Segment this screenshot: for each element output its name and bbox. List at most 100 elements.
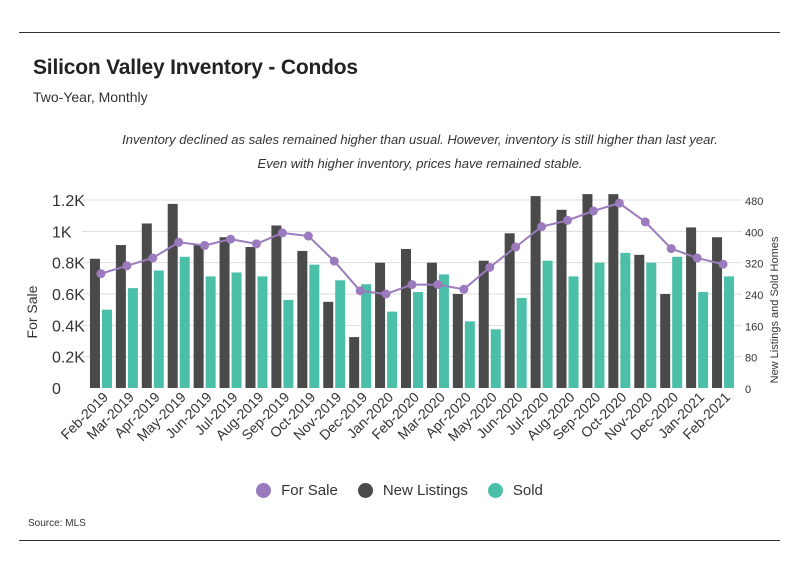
bar-new-listings: [245, 247, 256, 388]
bar-sold: [542, 260, 553, 388]
left-tick-label: 0: [52, 381, 61, 398]
bar-sold: [309, 264, 320, 388]
bars: [89, 194, 735, 388]
bar-new-listings: [478, 260, 489, 388]
bar-new-listings: [323, 301, 334, 388]
bar-new-listings: [530, 196, 541, 388]
bar-sold: [153, 270, 164, 388]
bar-new-listings: [426, 262, 437, 388]
bar-new-listings: [167, 203, 178, 388]
bar-sold: [672, 256, 683, 388]
bar-sold: [387, 311, 398, 388]
bar-new-listings: [271, 225, 282, 388]
bar-new-listings: [193, 245, 204, 388]
bar-sold: [620, 252, 631, 388]
bar-new-listings: [349, 337, 360, 388]
bar-sold: [594, 262, 605, 388]
for-sale-point: [459, 284, 469, 294]
legend-label-sold: Sold: [512, 482, 543, 499]
for-sale-point: [485, 262, 495, 272]
for-sale-point: [718, 259, 728, 269]
chart-annotation: Inventory declined as sales remained hig…: [122, 132, 718, 171]
for-sale-point: [407, 280, 417, 290]
bar-new-listings: [89, 258, 100, 388]
source-note: Source: MLS: [28, 518, 86, 529]
chart-subtitle: Two-Year, Monthly: [33, 89, 148, 105]
for-sale-point: [122, 261, 132, 271]
right-tick-label: 480: [745, 196, 763, 208]
for-sale-point: [303, 231, 313, 241]
bar-new-listings: [141, 223, 152, 388]
left-tick-label: 0.6K: [52, 287, 85, 304]
bar-sold: [231, 272, 242, 388]
bar-new-listings: [634, 254, 645, 388]
legend: For Sale New Listings Sold: [0, 482, 799, 499]
bar-sold: [205, 276, 216, 388]
for-sale-point: [614, 198, 624, 208]
bar-sold: [101, 309, 112, 388]
y-axis-label-right: New Listings and Sold Homes: [769, 236, 781, 383]
bar-sold: [490, 329, 501, 388]
for-sale-point: [355, 286, 365, 296]
legend-item-for-sale[interactable]: For Sale: [256, 482, 338, 499]
for-sale-point: [381, 289, 391, 299]
for-sale-point: [148, 253, 158, 263]
for-sale-point: [511, 242, 521, 252]
left-tick-label: 0.2K: [52, 350, 85, 367]
bar-sold: [724, 276, 735, 388]
legend-item-new-listings[interactable]: New Listings: [357, 482, 468, 499]
left-tick-label: 1.2K: [52, 193, 85, 210]
bar-new-listings: [219, 237, 230, 388]
for-sale-line: [96, 198, 728, 299]
bar-sold: [283, 299, 294, 388]
right-tick-label: 80: [745, 353, 757, 365]
right-tick-label: 320: [745, 259, 763, 271]
bar-sold: [516, 297, 527, 388]
right-tick-label: 160: [745, 321, 763, 333]
bar-sold: [257, 276, 268, 388]
for-sale-point: [640, 217, 650, 227]
right-tick-label: 240: [745, 290, 763, 302]
bar-new-listings: [504, 233, 515, 388]
for-sale-point: [563, 215, 573, 225]
bar-sold: [127, 288, 138, 388]
top-rule: [19, 32, 780, 33]
bar-new-listings: [556, 209, 567, 388]
x-axis: Feb-2019Mar-2019Apr-2019May-2019Jun-2019…: [57, 389, 733, 444]
legend-swatch-sold: [487, 483, 503, 498]
legend-label-new-listings: New Listings: [382, 482, 468, 499]
for-sale-point: [588, 206, 598, 216]
for-sale-point: [277, 228, 287, 238]
bottom-rule: [19, 540, 780, 541]
for-sale-point: [666, 244, 676, 254]
for-sale-point: [537, 222, 547, 232]
bar-sold: [698, 292, 709, 388]
bar-new-listings: [401, 248, 411, 388]
gridlines: [82, 199, 742, 358]
for-sale-point: [226, 234, 236, 244]
bar-new-listings: [660, 294, 671, 388]
bar-new-listings: [297, 250, 308, 388]
legend-swatch-for-sale: [256, 483, 272, 498]
bar-sold: [361, 284, 372, 388]
bar-new-listings: [608, 194, 619, 388]
bar-sold: [464, 321, 475, 388]
bar-new-listings: [115, 245, 126, 388]
bar-new-listings: [712, 237, 723, 388]
for-sale-point: [251, 239, 261, 249]
bar-new-listings: [582, 194, 593, 388]
legend-label-for-sale: For Sale: [281, 482, 338, 499]
bar-sold: [438, 274, 449, 388]
right-tick-label: 0: [745, 384, 751, 396]
chart-title: Silicon Valley Inventory - Condos: [33, 56, 358, 79]
legend-swatch-new-listings: [357, 483, 373, 498]
bar-new-listings: [452, 294, 463, 388]
left-tick-label: 0.4K: [52, 318, 85, 335]
bar-new-listings: [686, 227, 697, 388]
legend-item-sold[interactable]: Sold: [487, 482, 543, 499]
for-sale-point: [433, 280, 443, 290]
y-axis-label-left: For Sale: [24, 285, 40, 338]
for-sale-point: [96, 269, 106, 279]
for-sale-point: [200, 240, 210, 250]
